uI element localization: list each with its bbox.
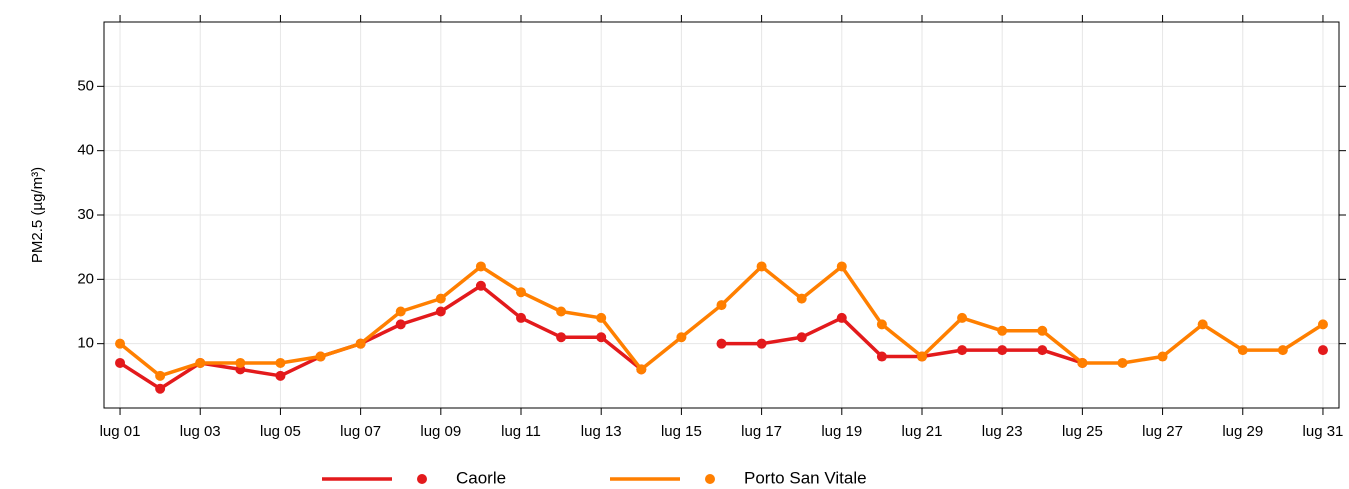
x-tick-label: lug 31	[1303, 423, 1344, 440]
y-tick-label: 20	[77, 270, 94, 287]
data-point	[1237, 345, 1248, 356]
data-point	[1037, 345, 1048, 356]
data-point	[997, 345, 1008, 356]
data-point	[516, 312, 527, 323]
data-point	[1117, 357, 1128, 368]
legend-marker	[705, 474, 715, 484]
data-point	[475, 261, 486, 272]
x-tick-label: lug 17	[741, 423, 782, 440]
data-point	[556, 306, 567, 317]
x-tick-label: lug 29	[1222, 423, 1263, 440]
data-point	[315, 351, 326, 362]
x-tick-label: lug 23	[982, 423, 1023, 440]
data-point	[556, 332, 567, 343]
data-point	[435, 306, 446, 317]
data-point	[1317, 319, 1328, 330]
x-tick-label: lug 25	[1062, 423, 1103, 440]
y-axis-label: PM2.5 (µg/m³)	[29, 167, 46, 263]
data-point	[676, 332, 687, 343]
x-tick-label: lug 11	[501, 423, 541, 440]
data-point	[1077, 357, 1088, 368]
data-point	[435, 293, 446, 304]
y-tick-label: 40	[77, 142, 94, 159]
data-point	[756, 338, 767, 349]
data-point	[475, 280, 486, 291]
x-tick-label: lug 19	[821, 423, 862, 440]
data-point	[395, 306, 406, 317]
data-point	[716, 338, 727, 349]
data-point	[1197, 319, 1208, 330]
legend-label: Caorle	[456, 468, 506, 487]
x-tick-label: lug 03	[180, 423, 221, 440]
x-tick-label: lug 21	[902, 423, 943, 440]
data-point	[395, 319, 406, 330]
data-point	[916, 351, 927, 362]
data-point	[957, 345, 968, 356]
data-point	[836, 261, 847, 272]
data-point	[275, 370, 286, 381]
data-point	[876, 351, 887, 362]
x-tick-label: lug 09	[420, 423, 461, 440]
data-point	[596, 312, 607, 323]
x-tick-label: lug 05	[260, 423, 301, 440]
data-point	[195, 357, 206, 368]
data-point	[836, 312, 847, 323]
data-point	[716, 300, 727, 311]
data-point	[275, 357, 286, 368]
x-tick-label: lug 07	[340, 423, 381, 440]
x-tick-label: lug 15	[661, 423, 702, 440]
y-tick-label: 10	[77, 335, 94, 352]
series-line	[118, 264, 1324, 378]
data-point	[957, 312, 968, 323]
data-point	[636, 364, 647, 375]
data-point	[596, 332, 607, 343]
y-tick-label: 30	[77, 206, 94, 223]
data-point	[876, 319, 887, 330]
legend-marker	[417, 474, 427, 484]
data-point	[355, 338, 366, 349]
x-tick-label: lug 01	[100, 423, 141, 440]
legend-label: Porto San Vitale	[744, 468, 867, 487]
data-point	[155, 370, 166, 381]
data-point	[1277, 345, 1288, 356]
data-point	[235, 357, 246, 368]
x-tick-label: lug 27	[1142, 423, 1183, 440]
data-point	[115, 338, 126, 349]
data-point	[997, 325, 1008, 336]
data-point	[115, 357, 126, 368]
data-point	[516, 287, 527, 298]
data-point	[756, 261, 767, 272]
data-point	[1037, 325, 1048, 336]
data-point	[796, 293, 807, 304]
data-point	[155, 383, 166, 394]
y-tick-label: 50	[77, 77, 94, 94]
data-point	[1317, 345, 1328, 356]
data-point	[1157, 351, 1168, 362]
data-point	[796, 332, 807, 343]
x-tick-label: lug 13	[581, 423, 622, 440]
